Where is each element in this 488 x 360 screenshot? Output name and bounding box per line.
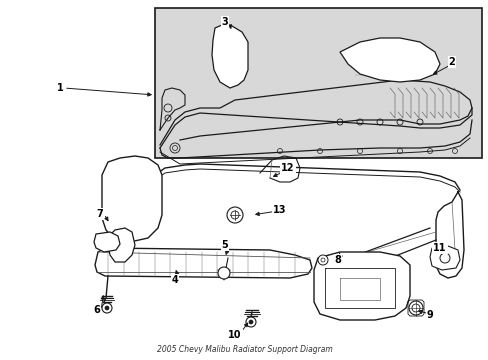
- Text: 2005 Chevy Malibu Radiator Support Diagram: 2005 Chevy Malibu Radiator Support Diagr…: [156, 345, 332, 354]
- Text: 3: 3: [221, 17, 228, 27]
- Polygon shape: [212, 25, 247, 88]
- Circle shape: [230, 211, 239, 219]
- Circle shape: [105, 306, 109, 310]
- Text: 5: 5: [221, 240, 228, 250]
- Circle shape: [226, 207, 243, 223]
- Text: 6: 6: [93, 305, 100, 315]
- Circle shape: [408, 301, 422, 315]
- Bar: [155, 8, 481, 158]
- Text: 12: 12: [281, 163, 294, 173]
- Text: 1: 1: [57, 83, 63, 93]
- Text: 4: 4: [171, 275, 178, 285]
- Text: 10: 10: [228, 330, 241, 340]
- Polygon shape: [339, 38, 439, 82]
- Polygon shape: [94, 232, 120, 252]
- Polygon shape: [313, 252, 409, 320]
- Polygon shape: [102, 156, 162, 242]
- Circle shape: [320, 258, 325, 262]
- Text: 7: 7: [97, 209, 103, 219]
- Circle shape: [248, 320, 252, 324]
- Circle shape: [102, 303, 112, 313]
- Circle shape: [439, 253, 449, 263]
- Polygon shape: [429, 246, 459, 270]
- Text: 9: 9: [426, 310, 432, 320]
- Circle shape: [317, 255, 327, 265]
- Text: 11: 11: [432, 243, 446, 253]
- Polygon shape: [95, 248, 311, 278]
- Text: 2: 2: [447, 57, 454, 67]
- Text: 13: 13: [273, 205, 286, 215]
- Circle shape: [218, 267, 229, 279]
- Polygon shape: [108, 228, 135, 262]
- Circle shape: [245, 317, 256, 327]
- Text: 8: 8: [334, 255, 341, 265]
- Circle shape: [411, 304, 419, 312]
